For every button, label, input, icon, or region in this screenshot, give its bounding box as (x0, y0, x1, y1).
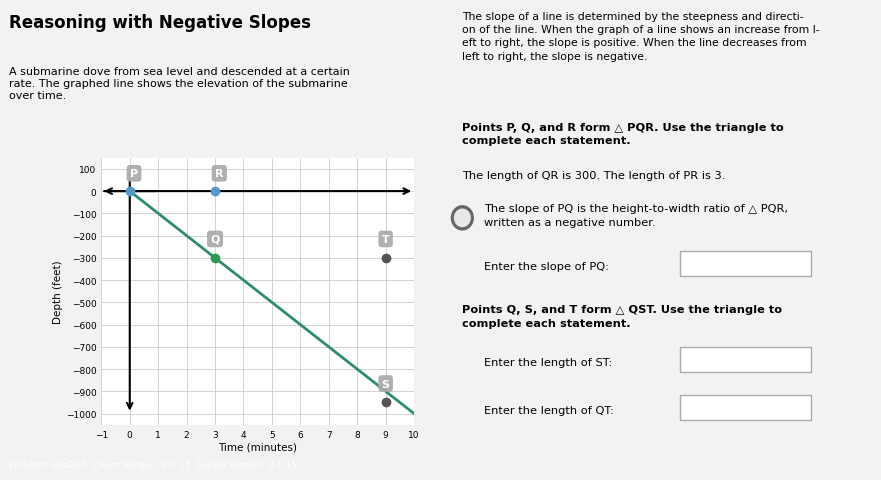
Text: Enter the length of QT:: Enter the length of QT: (485, 406, 614, 416)
Text: Q: Q (211, 234, 219, 244)
FancyBboxPatch shape (680, 251, 811, 276)
Text: R: R (215, 169, 224, 179)
Y-axis label: Depth (feet): Depth (feet) (53, 260, 63, 324)
Text: Reasoning with Negative Slopes: Reasoning with Negative Slopes (9, 14, 311, 32)
Text: T: T (381, 234, 389, 244)
Text: S: S (381, 379, 389, 389)
Text: The slope of a line is determined by the steepness and directi-
on of the line. : The slope of a line is determined by the… (463, 12, 820, 61)
Circle shape (455, 210, 470, 227)
Text: A submarine dove from sea level and descended at a certain
rate. The graphed lin: A submarine dove from sea level and desc… (9, 67, 350, 100)
Text: P: P (130, 169, 138, 179)
Text: Problem: ubs0i05  Client Version: 9.6.15  Server Version: 9.6.15: Problem: ubs0i05 Client Version: 9.6.15 … (9, 460, 297, 469)
FancyBboxPatch shape (680, 347, 811, 372)
Circle shape (451, 206, 473, 230)
Text: Points Q, S, and T form △ QST. Use the triangle to
complete each statement.: Points Q, S, and T form △ QST. Use the t… (463, 305, 782, 328)
FancyBboxPatch shape (680, 395, 811, 420)
Text: Points P, Q, and R form △ PQR. Use the triangle to
complete each statement.: Points P, Q, and R form △ PQR. Use the t… (463, 122, 784, 145)
X-axis label: Time (minutes): Time (minutes) (218, 442, 297, 451)
Text: The length of QR is 300. The length of PR is 3.: The length of QR is 300. The length of P… (463, 170, 726, 180)
Text: Enter the length of ST:: Enter the length of ST: (485, 358, 612, 368)
Text: Enter the slope of PQ:: Enter the slope of PQ: (485, 262, 609, 272)
Text: The slope of PQ is the height-to-width ratio of △ PQR,
written as a negative num: The slope of PQ is the height-to-width r… (485, 204, 788, 227)
